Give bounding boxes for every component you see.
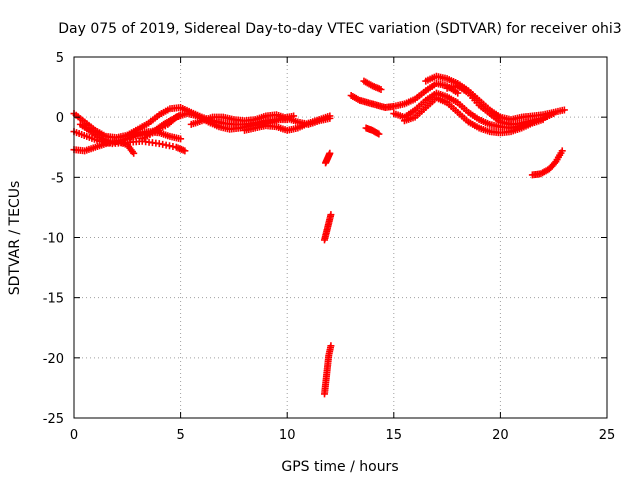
x-tick-label: 0 [70,428,78,443]
series-track-h [241,112,334,134]
x-tick-label: 25 [599,428,616,443]
ticks: 0 5 10 15 20 25 5 0 -5 -10 -15 -20 -25 [43,51,616,443]
x-tick-label: 10 [279,428,296,443]
series-track-k [362,124,383,138]
series-track-m [400,94,547,137]
chart-title: Day 075 of 2019, Sidereal Day-to-day VTE… [58,21,621,37]
series-track-o [443,82,558,128]
series-track-p [528,147,566,179]
y-tick-label: -5 [51,171,64,186]
data-point [181,147,189,155]
y-tick-label: 0 [56,111,64,126]
series-track-j [360,77,385,93]
data-point [558,147,566,155]
x-axis-label: GPS time / hours [281,459,398,475]
data-points [70,72,568,398]
x-tick-label: 20 [492,428,509,443]
x-tick-label: 15 [386,428,403,443]
series-track-g [187,111,334,128]
series-dip-2 [321,211,335,244]
data-point [550,110,558,118]
data-point [327,342,335,350]
y-tick-label: -25 [43,412,64,427]
data-point [377,85,385,93]
data-point [327,211,335,219]
y-tick-label: -15 [43,292,64,307]
x-tick-label: 5 [176,428,184,443]
data-point [551,159,559,167]
series-dip-3 [321,342,335,398]
data-point [454,89,462,97]
data-point [560,106,568,114]
y-tick-label: -20 [43,352,64,367]
y-axis-label: SDTVAR / TECUs [7,181,23,296]
data-point [375,130,383,138]
series-dip-1 [322,149,334,167]
data-point [326,149,334,157]
y-tick-label: 5 [56,51,64,66]
data-point [177,135,185,143]
data-point [326,112,334,120]
y-tick-label: -10 [43,232,64,247]
data-point [130,149,138,157]
